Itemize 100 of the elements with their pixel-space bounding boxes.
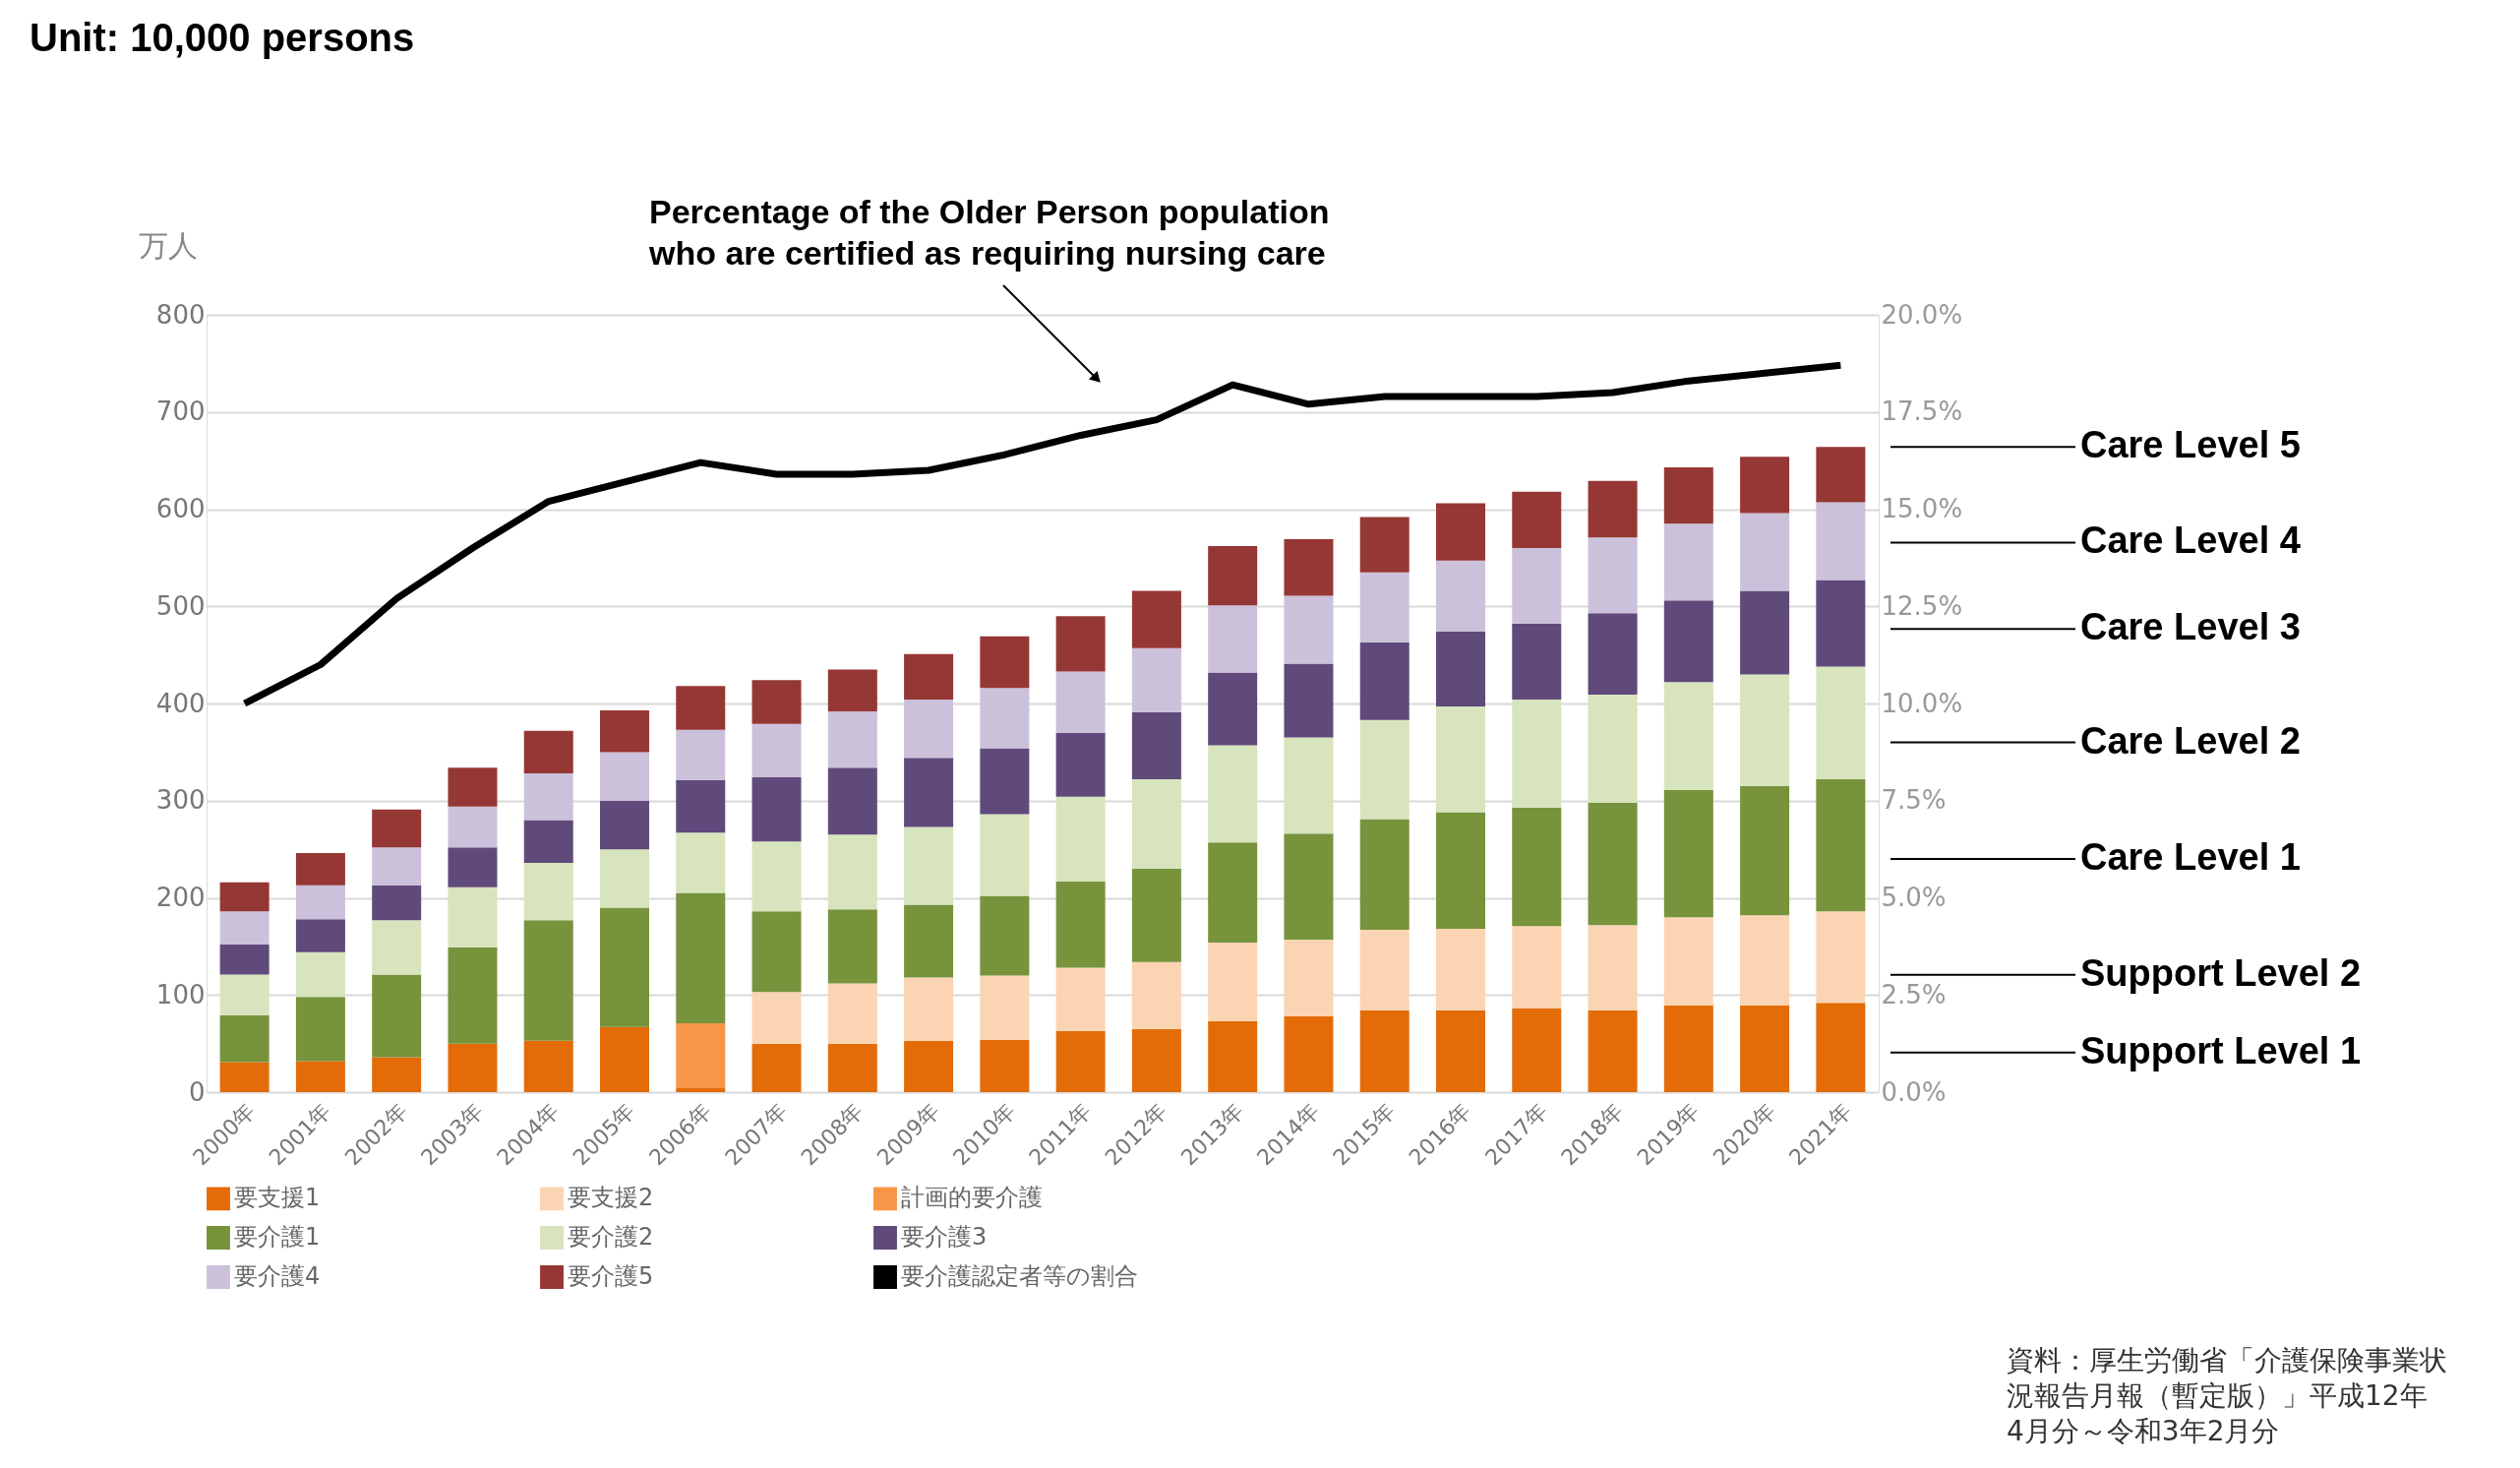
- bar: [1512, 624, 1562, 701]
- bar: [523, 773, 573, 821]
- bar: [1055, 671, 1106, 733]
- bar: [1663, 467, 1713, 524]
- bar: [1436, 1010, 1485, 1092]
- y-tick-label: 0: [188, 1076, 206, 1107]
- bar: [751, 777, 802, 842]
- text: Care Level 5: [2080, 424, 2301, 466]
- bar: [827, 710, 877, 768]
- legend-label: 要介護5: [568, 1262, 654, 1290]
- bar: [1663, 789, 1713, 918]
- y2-tick-label: 20.0%: [1881, 299, 1963, 330]
- bar: [751, 1043, 802, 1092]
- bar: [1055, 967, 1106, 1031]
- bar: [523, 1040, 573, 1092]
- y2-tick-label: 0.0%: [1881, 1076, 1947, 1107]
- bar: [1359, 642, 1410, 720]
- text: Support Level 2: [2080, 951, 2362, 994]
- bar: [600, 752, 649, 801]
- bar: [1663, 1006, 1713, 1092]
- bar: [1663, 682, 1713, 790]
- bar: [1359, 1010, 1410, 1092]
- bar: [1740, 513, 1790, 591]
- bar: [600, 849, 649, 908]
- bar: [295, 997, 345, 1062]
- bar: [219, 1062, 270, 1092]
- bar: [980, 688, 1030, 749]
- bar: [219, 882, 270, 912]
- bar: [1131, 868, 1181, 962]
- bar: [1055, 796, 1106, 882]
- bar: [980, 1039, 1030, 1092]
- bar: [980, 895, 1030, 976]
- bar: [372, 809, 422, 848]
- bar: [1284, 737, 1334, 834]
- bar: [1436, 929, 1485, 1011]
- bar: [1055, 732, 1106, 797]
- y-tick-label: 300: [155, 785, 206, 816]
- bar: [1284, 1015, 1334, 1092]
- bar: [523, 820, 573, 863]
- bar: [1740, 590, 1790, 675]
- bar: [980, 814, 1030, 896]
- bar: [1588, 925, 1638, 1011]
- bar: [295, 951, 345, 998]
- legend-label: 要介護3: [901, 1223, 988, 1251]
- bar: [1284, 539, 1334, 596]
- bar: [676, 892, 726, 1023]
- bar: [1131, 779, 1181, 869]
- bar: [1208, 605, 1258, 673]
- bar: [904, 1040, 954, 1092]
- bar: [827, 1043, 877, 1092]
- bar: [1284, 939, 1334, 1016]
- bar: [448, 1043, 498, 1092]
- bar: [1663, 523, 1713, 601]
- y-tick-label: 600: [155, 494, 206, 523]
- bar: [219, 911, 270, 945]
- bar: [219, 1014, 270, 1063]
- bar: [448, 847, 498, 887]
- y-axis-title: 万人: [138, 227, 198, 263]
- bar: [1816, 580, 1866, 667]
- bar: [1740, 457, 1790, 514]
- bar: [1284, 663, 1334, 738]
- bar: [1055, 616, 1106, 672]
- bar: [523, 730, 573, 774]
- bar: [676, 780, 726, 833]
- bar: [980, 636, 1030, 689]
- bar: [600, 907, 649, 1027]
- bar: [1131, 647, 1181, 712]
- bar: [676, 832, 726, 893]
- bar: [1055, 1030, 1106, 1092]
- y-tick-label: 500: [155, 590, 206, 621]
- bar: [1512, 926, 1562, 1009]
- bar: [904, 653, 954, 701]
- bar: [1284, 595, 1334, 664]
- bar: [295, 1061, 345, 1092]
- bar: [827, 834, 877, 910]
- bar: [827, 909, 877, 984]
- bar: [372, 1057, 422, 1092]
- bar: [827, 767, 877, 835]
- bar: [1359, 719, 1410, 820]
- bar: [1131, 961, 1181, 1029]
- bar: [372, 885, 422, 921]
- bar: [1512, 491, 1562, 548]
- legend-label: 要支援2: [568, 1184, 654, 1212]
- bar: [372, 974, 422, 1058]
- y2-tick-label: 2.5%: [1881, 979, 1947, 1009]
- bar: [295, 885, 345, 920]
- bar: [523, 920, 573, 1041]
- y-tick-label: 700: [155, 397, 206, 427]
- y2-tick-label: 12.5%: [1881, 590, 1963, 621]
- bar: [295, 919, 345, 952]
- bar: [1208, 842, 1258, 943]
- bar: [1816, 911, 1866, 1004]
- bar: [676, 686, 726, 730]
- legend-label: 要介護認定者等の割合: [901, 1262, 1138, 1290]
- legend-label: 要介護1: [234, 1223, 321, 1251]
- bar: [1740, 915, 1790, 1007]
- text: Care Level 1: [2080, 836, 2301, 878]
- text: Support Level 1: [2080, 1029, 2362, 1071]
- text: Care Level 4: [2080, 520, 2301, 562]
- bar: [1512, 1009, 1562, 1092]
